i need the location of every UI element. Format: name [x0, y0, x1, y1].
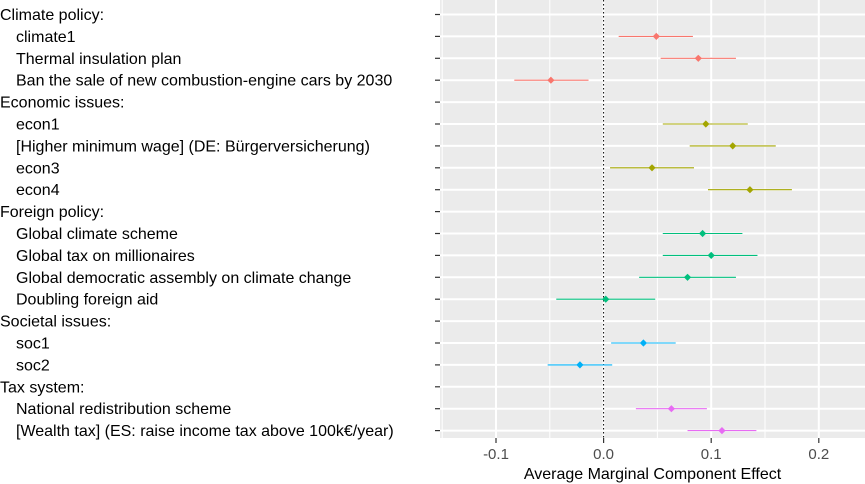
point-estimate	[576, 361, 584, 369]
point-estimate	[547, 76, 555, 84]
attribute-label: Global democratic assembly on climate ch…	[16, 270, 351, 287]
point-estimate	[698, 229, 707, 238]
point-estimate	[702, 120, 710, 128]
point-estimate	[683, 273, 692, 281]
point-estimate	[746, 186, 754, 194]
attribute-label: econ1	[16, 117, 60, 134]
attribute-label: soc1	[16, 336, 50, 353]
attribute-label: Global tax on millionaires	[16, 248, 195, 265]
attribute-label: Ban the sale of new combustion-engine ca…	[16, 73, 392, 90]
attribute-label: econ3	[16, 160, 60, 177]
group-header-label: Tax system:	[0, 379, 84, 396]
attribute-label: [Wealth tax] (ES: raise income tax above…	[16, 423, 394, 440]
attribute-label: [Higher minimum wage] (DE: Bürgerversich…	[16, 138, 370, 155]
point-estimate	[707, 251, 715, 259]
x-tick-label: 0.2	[808, 446, 829, 463]
attribute-label: National redistribution scheme	[16, 401, 231, 418]
point-estimate	[639, 339, 648, 347]
point-estimate	[667, 405, 675, 413]
y-axis-labels: Climate policy: climate1 Thermal insulatio…	[0, 7, 394, 440]
attribute-label: soc2	[16, 357, 50, 374]
attribute-label: climate1	[16, 29, 76, 46]
plot-panel	[440, 0, 865, 438]
x-axis-title: Average Marginal Component Effect	[524, 466, 782, 483]
point-estimate	[648, 164, 656, 172]
estimates	[514, 32, 792, 435]
x-tick-label: 0.0	[593, 446, 614, 463]
group-header-label: Societal issues:	[0, 314, 111, 331]
x-axis-tick-labels: -0.1 0.0 0.1 0.2	[483, 446, 829, 463]
attribute-label: econ4	[16, 182, 60, 199]
point-estimate	[718, 427, 726, 435]
x-axis-ticks	[495, 438, 820, 443]
point-estimate	[729, 142, 737, 150]
point-estimate	[694, 54, 702, 62]
x-tick-label: 0.1	[701, 446, 722, 463]
group-header-label: Economic issues:	[0, 95, 125, 112]
attribute-label: Global climate scheme	[16, 226, 178, 243]
group-header-label: Foreign policy:	[0, 204, 104, 221]
attribute-label: Thermal insulation plan	[16, 51, 181, 68]
x-tick-label: -0.1	[483, 446, 509, 463]
y-axis-ticks	[435, 13, 440, 432]
point-estimate	[602, 295, 610, 303]
group-header-label: Climate policy:	[0, 7, 104, 24]
attribute-label: Doubling foreign aid	[16, 292, 158, 309]
point-estimate	[652, 32, 660, 40]
